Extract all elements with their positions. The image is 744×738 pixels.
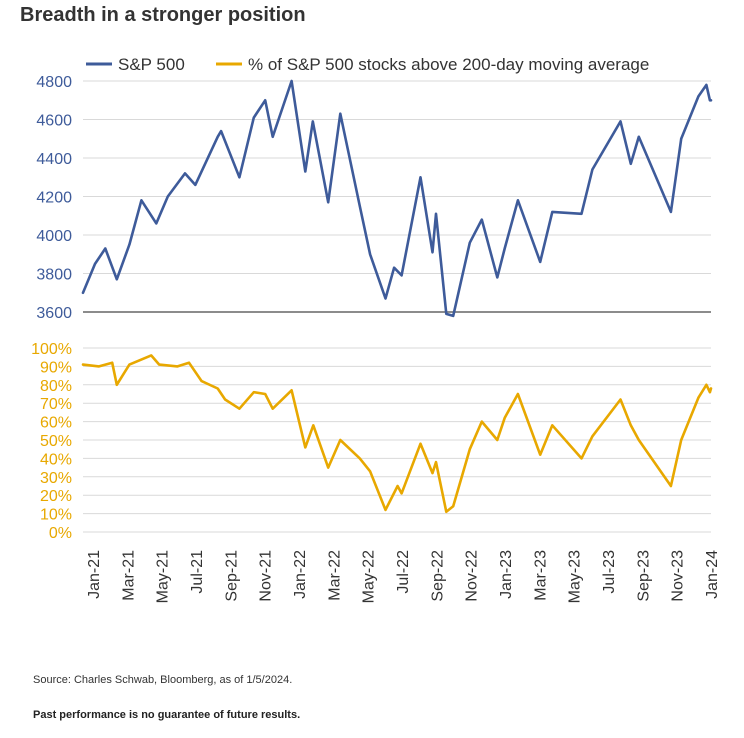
bottom-y-tick-label: 40%: [40, 451, 72, 468]
x-tick-label: Jul-23: [601, 550, 618, 594]
bottom-panel-y-axis: 0%10% 20%30% 40%50%60% 70%80% 90%100%: [31, 341, 72, 542]
legend-label: S&P 500: [118, 55, 185, 74]
bottom-series-line: [81, 354, 713, 514]
top-y-tick-label: 4200: [36, 190, 72, 207]
x-tick-label: Jul-21: [189, 550, 206, 594]
bottom-y-tick-label: 80%: [40, 378, 72, 395]
top-panel-y-axis: 3600 3800 4000 4200 4400 4600 4800: [36, 74, 72, 322]
x-tick-label: May-22: [361, 550, 378, 603]
legend-label: % of S&P 500 stocks above 200-day moving…: [248, 55, 649, 74]
chart-canvas: S&P 500 % of S&P 500 stocks above 200-day…: [31, 55, 721, 603]
series-lines: [81, 79, 713, 514]
top-y-tick-label: 4800: [36, 74, 72, 91]
x-tick-label: May-23: [567, 550, 584, 603]
x-tick-label: Jul-22: [395, 550, 412, 594]
source-note: Source: Charles Schwab, Bloomberg, as of…: [33, 674, 293, 686]
disclaimer-note: Past performance is no guarantee of futu…: [33, 709, 301, 721]
top-panel-gridlines: [83, 80, 711, 313]
x-tick-label: Mar-23: [532, 550, 549, 601]
bottom-y-tick-label: 30%: [40, 470, 72, 487]
bottom-y-tick-label: 20%: [40, 488, 72, 505]
x-tick-label: Nov-23: [670, 550, 687, 602]
x-tick-label: Nov-22: [464, 550, 481, 602]
x-tick-label: Jan-24: [704, 550, 721, 599]
x-tick-label: Nov-21: [258, 550, 275, 602]
bottom-y-tick-label: 90%: [40, 359, 72, 376]
bottom-y-tick-label: 70%: [40, 396, 72, 413]
legend: S&P 500 % of S&P 500 stocks above 200-day…: [86, 55, 649, 74]
top-y-tick-label: 4600: [36, 113, 72, 130]
bottom-y-tick-label: 10%: [40, 507, 72, 524]
x-tick-label: Jan-22: [292, 550, 309, 599]
bottom-y-tick-label: 0%: [49, 525, 72, 542]
x-axis: Jan-21 Mar-21 May-21 Jul-21 Sep-21 Nov-21 Jan-…: [86, 550, 721, 603]
top-series-line: [81, 79, 713, 318]
x-tick-label: May-21: [155, 550, 172, 603]
x-tick-label: Jan-23: [498, 550, 515, 599]
x-tick-label: Sep-21: [223, 550, 240, 602]
top-y-tick-label: 4000: [36, 228, 72, 245]
x-tick-label: Jan-21: [86, 550, 103, 599]
top-y-tick-label: 3800: [36, 267, 72, 284]
bottom-y-tick-label: 50%: [40, 433, 72, 450]
bottom-panel-gridlines: [83, 347, 711, 533]
x-tick-label: Mar-22: [326, 550, 343, 601]
x-tick-label: Sep-22: [429, 550, 446, 602]
x-tick-label: Sep-23: [635, 550, 652, 602]
bottom-y-tick-label: 60%: [40, 415, 72, 432]
x-tick-label: Mar-21: [120, 550, 137, 601]
chart-title: Breadth in a stronger position: [20, 4, 306, 26]
top-y-tick-label: 4400: [36, 151, 72, 168]
bottom-y-tick-label: 100%: [31, 341, 72, 358]
top-y-tick-label: 3600: [36, 305, 72, 322]
